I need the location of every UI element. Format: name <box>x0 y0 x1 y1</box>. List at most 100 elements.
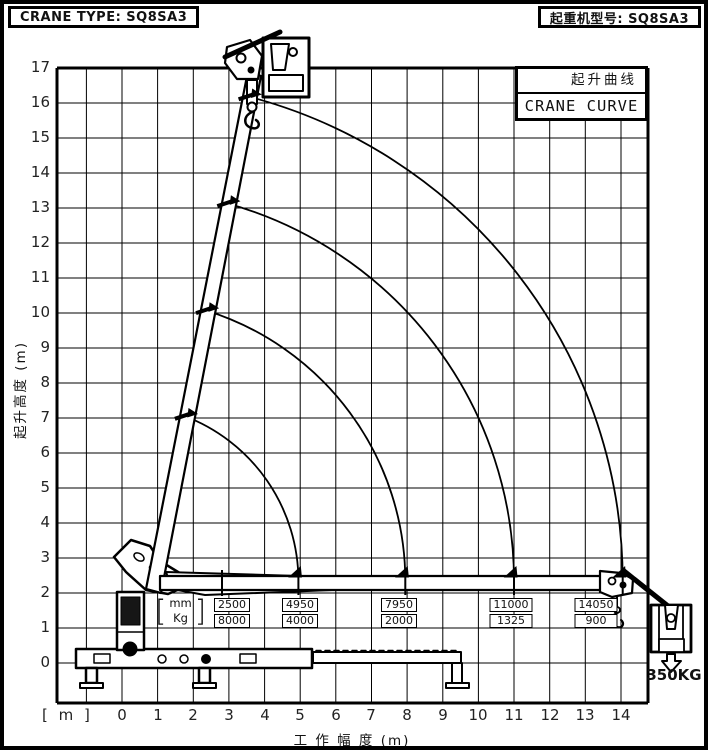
base-bolt <box>157 654 167 664</box>
y-tick-label: 3 <box>40 548 50 566</box>
x-tick-label: 2 <box>188 706 198 724</box>
crane-model-box: 起重机型号: SQ8SA3 <box>537 6 701 28</box>
rear-support-leg <box>451 662 463 684</box>
y-tick-label: 8 <box>40 373 50 391</box>
outrigger-leg-left <box>84 666 99 685</box>
x-tick-label: 11 <box>504 706 524 724</box>
base-detail-right <box>239 653 257 664</box>
y-tick-label: 4 <box>40 513 50 531</box>
boom-length-mm: 7950 <box>381 598 417 612</box>
top-platform-frame <box>270 43 290 71</box>
load-point-label: 2500 8000 <box>214 598 250 628</box>
outrigger-beam <box>74 647 314 670</box>
capacity-kg: 2000 <box>381 614 417 628</box>
unit-bracket: [ mm Kg ] <box>155 596 206 626</box>
capacity-kg: 4000 <box>282 614 318 628</box>
y-tick-label: 14 <box>30 163 50 181</box>
x-tick-label: 5 <box>295 706 305 724</box>
legend-title-cn: 起升曲线 <box>518 69 645 94</box>
y-tick-label: 5 <box>40 478 50 496</box>
boom-length-mm: 4950 <box>282 598 318 612</box>
x-tick-label: 1 <box>153 706 163 724</box>
unit-mm-label: mm <box>169 596 192 610</box>
x-tick-label: 3 <box>224 706 234 724</box>
base-bolt <box>179 654 189 664</box>
capacity-kg: 900 <box>574 614 618 628</box>
bracket-open: [ <box>155 594 167 628</box>
x-tick-label: 9 <box>438 706 448 724</box>
axis-unit-note: [ m ] <box>42 706 93 724</box>
bracket-close: ] <box>194 594 207 628</box>
arc-end-arrow <box>612 565 627 578</box>
x-tick-label: 13 <box>575 706 595 724</box>
aux-jib-arm <box>621 568 676 613</box>
rear-support-pad <box>445 682 470 689</box>
capacity-kg: 1325 <box>489 614 533 628</box>
top-platform-sheave <box>288 47 298 57</box>
crane-line-art <box>74 29 693 689</box>
slew-pin <box>122 641 138 657</box>
chassis-rail <box>312 651 462 664</box>
x-tick-label: 14 <box>611 706 631 724</box>
boom-length-mm: 14050 <box>574 598 618 612</box>
capacity-kg: 8000 <box>214 614 250 628</box>
top-jib-arm <box>222 29 283 60</box>
boom-tip-arcs <box>183 95 624 582</box>
crane-model-label: 起重机型号: SQ8SA3 <box>549 11 689 27</box>
y-tick-label: 10 <box>30 303 50 321</box>
arc-start-arrow <box>229 195 241 205</box>
x-tick-label: 10 <box>468 706 488 724</box>
boom-length-mm: 11000 <box>489 598 533 612</box>
x-tick-label: 6 <box>331 706 341 724</box>
crane-type-label: CRANE TYPE: SQ8SA3 <box>20 9 188 25</box>
aux-winch-pulley <box>666 613 676 623</box>
boom-tip-arc <box>183 414 300 582</box>
outrigger-leg-right <box>197 666 212 685</box>
y-tick-label: 6 <box>40 443 50 461</box>
arc-start-arrow <box>208 302 220 312</box>
x-tick-label: 7 <box>366 706 376 724</box>
y-tick-label: 0 <box>40 653 50 671</box>
aux-winch-capacity-label: 350KG <box>646 666 702 684</box>
boom-tip-arc <box>204 309 407 582</box>
horizontal-boom <box>158 574 620 592</box>
y-tick-label: 1 <box>40 618 50 636</box>
load-point-label: 7950 2000 <box>381 598 417 628</box>
legend-box: 起升曲线 CRANE CURVE <box>515 66 648 121</box>
crane-type-box: CRANE TYPE: SQ8SA3 <box>8 6 200 28</box>
grid <box>57 67 648 703</box>
base-pin <box>201 654 211 664</box>
x-tick-label: 12 <box>540 706 560 724</box>
load-point-label: 14050 900 <box>574 598 618 628</box>
right-head-sheave <box>607 576 617 586</box>
arc-start-arrow <box>187 407 199 418</box>
y-tick-label: 17 <box>30 58 50 76</box>
raised-boom <box>144 69 263 595</box>
boom-length-mm: 2500 <box>214 598 250 612</box>
boom-section-marks <box>174 88 627 596</box>
x-tick-label: 0 <box>117 706 127 724</box>
aux-winch-drum <box>658 638 685 653</box>
boom-tip-arc <box>247 95 624 582</box>
arc-end-arrow <box>503 565 518 578</box>
arc-end-arrow <box>395 565 409 578</box>
x-tick-label: 4 <box>260 706 270 724</box>
x-axis-title: 工 作 幅 度 (m) <box>293 733 411 749</box>
outrigger-pad-right <box>192 682 217 689</box>
arc-end-arrow <box>288 565 302 578</box>
top-head-pin <box>247 66 255 74</box>
top-head-sheave <box>235 52 247 64</box>
legend-title-en: CRANE CURVE <box>524 97 639 115</box>
column-cylinder <box>120 596 141 626</box>
y-tick-label: 7 <box>40 408 50 426</box>
y-tick-label: 12 <box>30 233 50 251</box>
unit-kg-label: Kg <box>173 611 188 625</box>
y-tick-label: 9 <box>40 338 50 356</box>
y-tick-label: 11 <box>30 268 50 286</box>
top-hook-swivel <box>246 101 258 113</box>
load-point-label: 11000 1325 <box>489 598 533 628</box>
plot-borders <box>55 66 650 705</box>
arc-start-arrow <box>251 88 262 99</box>
